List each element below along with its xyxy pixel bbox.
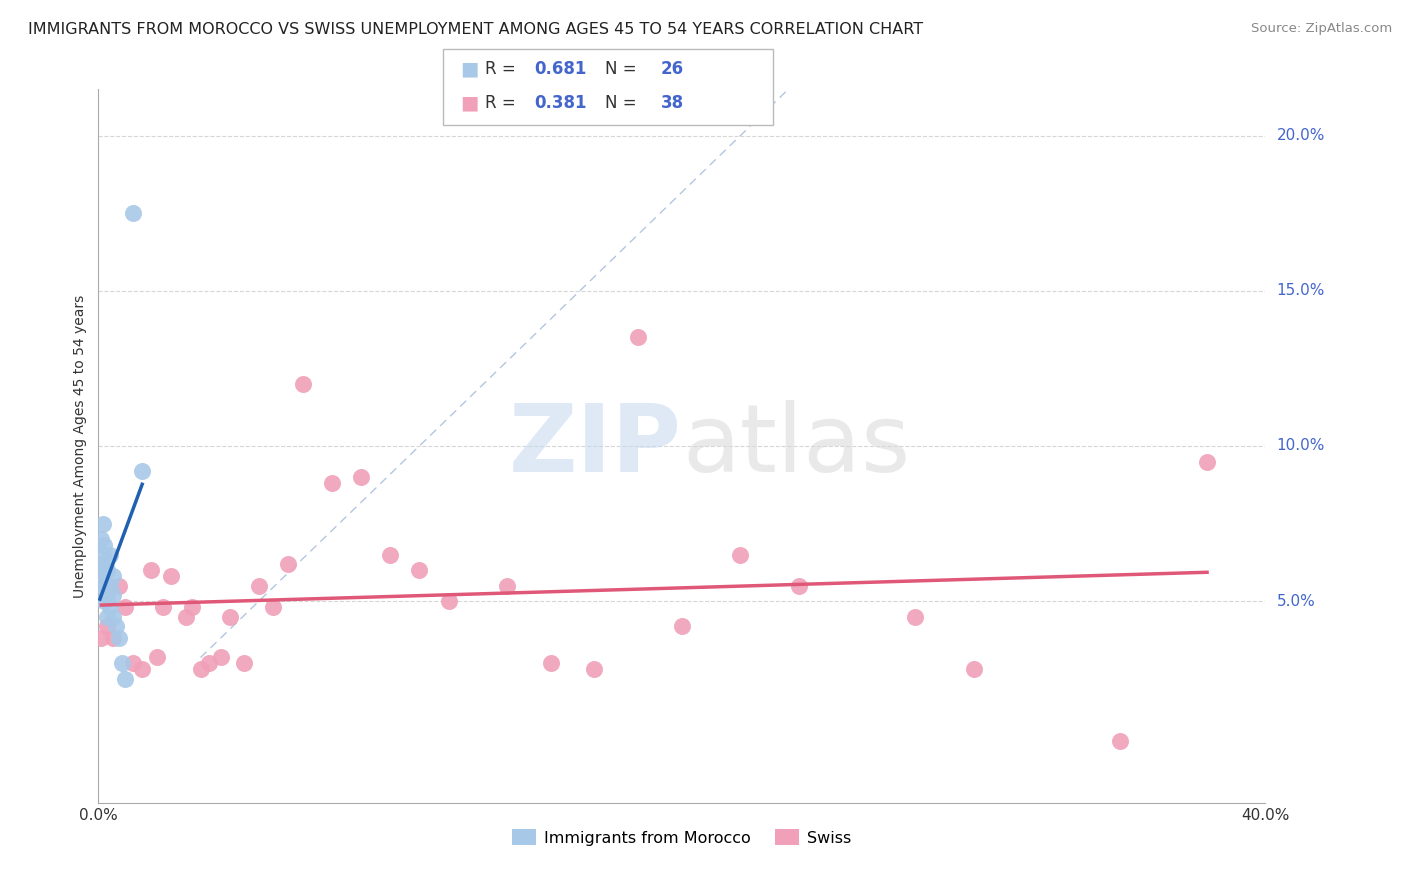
Point: [437, 594, 460, 608]
Point: [96, 609, 118, 624]
Point: [350, 470, 373, 484]
Text: 0.381: 0.381: [534, 94, 586, 112]
Point: [408, 563, 430, 577]
Text: 20.0%: 20.0%: [1277, 128, 1324, 144]
Point: [291, 376, 314, 391]
Text: 10.0%: 10.0%: [1277, 439, 1324, 453]
Point: [101, 588, 124, 602]
Point: [101, 609, 124, 624]
Point: [671, 619, 693, 633]
Text: IMMIGRANTS FROM MOROCCO VS SWISS UNEMPLOYMENT AMONG AGES 45 TO 54 YEARS CORRELAT: IMMIGRANTS FROM MOROCCO VS SWISS UNEMPLO…: [28, 22, 924, 37]
Y-axis label: Unemployment Among Ages 45 to 54 years: Unemployment Among Ages 45 to 54 years: [73, 294, 87, 598]
Point: [96, 619, 118, 633]
Point: [496, 579, 519, 593]
Point: [174, 609, 197, 624]
Point: [91, 516, 114, 531]
Text: 0.681: 0.681: [534, 60, 586, 78]
Point: [98, 579, 121, 593]
Text: R =: R =: [485, 60, 522, 78]
Point: [114, 600, 136, 615]
Text: ■: ■: [460, 59, 478, 78]
Point: [101, 569, 124, 583]
Point: [247, 579, 270, 593]
Text: ■: ■: [460, 93, 478, 112]
Point: [90, 557, 112, 571]
Point: [277, 557, 299, 571]
Point: [90, 579, 112, 593]
Point: [583, 662, 606, 676]
Point: [209, 650, 232, 665]
Point: [108, 579, 131, 593]
Text: Source: ZipAtlas.com: Source: ZipAtlas.com: [1251, 22, 1392, 36]
Text: atlas: atlas: [682, 400, 910, 492]
Point: [1108, 733, 1130, 747]
Point: [131, 662, 153, 676]
Point: [218, 609, 240, 624]
Point: [190, 662, 212, 676]
Point: [730, 548, 752, 562]
Point: [114, 672, 136, 686]
Point: [98, 600, 121, 615]
Text: ZIP: ZIP: [509, 400, 682, 492]
Point: [91, 548, 114, 562]
Point: [93, 538, 115, 552]
Point: [93, 579, 115, 593]
Point: [180, 600, 202, 615]
Point: [122, 206, 145, 220]
Point: [93, 594, 115, 608]
Point: [139, 563, 162, 577]
Text: 15.0%: 15.0%: [1277, 284, 1324, 298]
Text: N =: N =: [605, 94, 641, 112]
Point: [89, 569, 111, 583]
Point: [787, 579, 810, 593]
Point: [90, 532, 112, 546]
Point: [90, 632, 112, 646]
Point: [262, 600, 284, 615]
Point: [1195, 454, 1218, 468]
Point: [627, 330, 650, 344]
Point: [104, 619, 127, 633]
Point: [321, 476, 343, 491]
Point: [540, 656, 562, 670]
Point: [146, 650, 169, 665]
Point: [96, 588, 118, 602]
Point: [198, 656, 221, 670]
Point: [108, 632, 131, 646]
Point: [160, 569, 183, 583]
Point: [96, 563, 118, 577]
Legend: Immigrants from Morocco, Swiss: Immigrants from Morocco, Swiss: [506, 822, 858, 852]
Text: R =: R =: [485, 94, 522, 112]
Point: [111, 656, 134, 670]
Point: [152, 600, 174, 615]
Point: [90, 563, 112, 577]
Point: [131, 464, 153, 478]
Point: [101, 632, 124, 646]
Point: [962, 662, 984, 676]
Text: 26: 26: [661, 60, 683, 78]
Point: [122, 656, 145, 670]
Text: N =: N =: [605, 60, 641, 78]
Point: [233, 656, 256, 670]
Point: [904, 609, 927, 624]
Text: 5.0%: 5.0%: [1277, 594, 1315, 608]
Text: 38: 38: [661, 94, 683, 112]
Point: [93, 563, 115, 577]
Point: [380, 548, 402, 562]
Point: [98, 548, 121, 562]
